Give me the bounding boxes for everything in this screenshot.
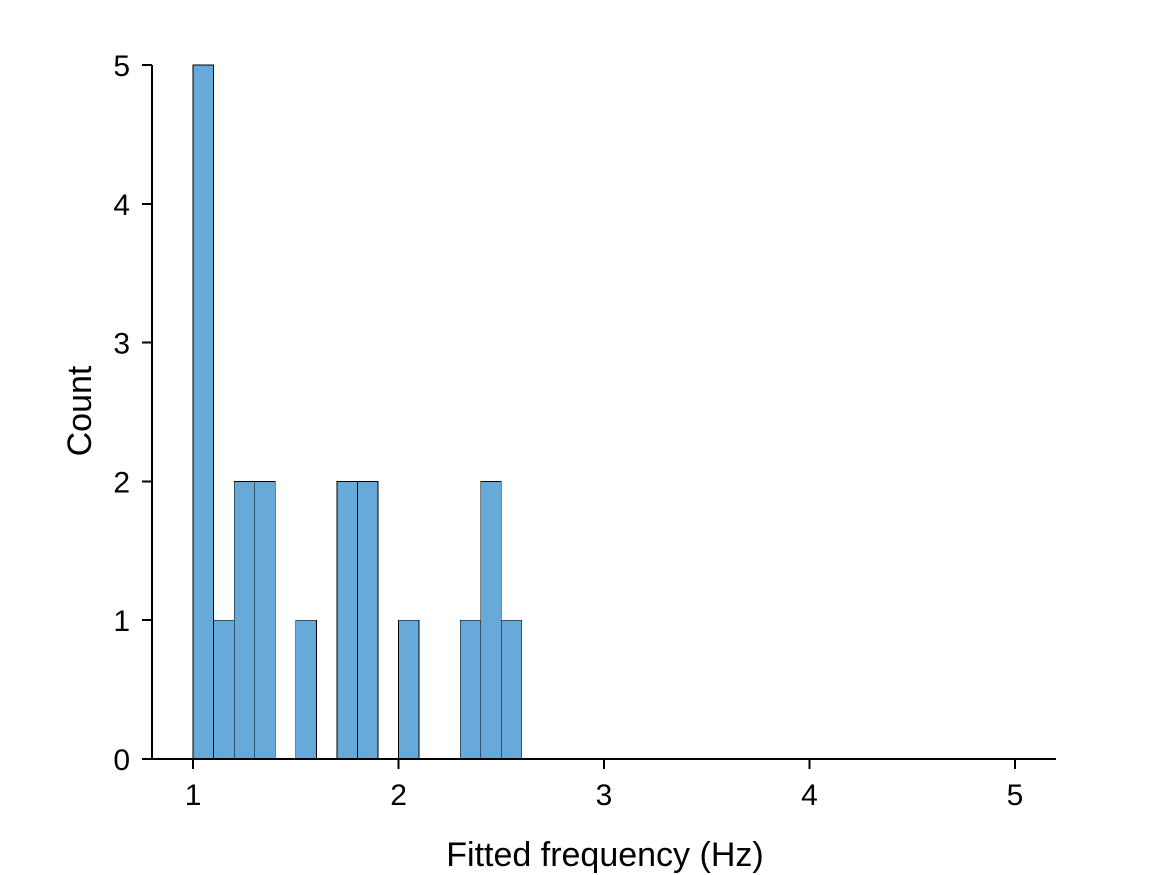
x-axis-title: Fitted frequency (Hz)	[446, 836, 763, 874]
histogram-bar	[398, 619, 420, 760]
histogram-bar	[500, 619, 523, 760]
x-tick-label: 4	[801, 779, 818, 812]
histogram-bar	[295, 619, 317, 760]
y-tick-label: 5	[113, 50, 130, 83]
y-tick-label: 2	[113, 466, 130, 499]
y-tick-label: 3	[113, 328, 130, 361]
x-tick-label: 1	[185, 779, 202, 812]
histogram-bar	[254, 480, 276, 760]
y-tick-label: 4	[113, 189, 130, 222]
histogram-bar	[357, 480, 379, 760]
histogram-bar	[336, 480, 358, 760]
y-tick-label: 1	[113, 605, 130, 638]
x-tick-label: 5	[1007, 779, 1024, 812]
y-axis-title: Count	[61, 365, 99, 456]
bars-layer	[192, 64, 523, 760]
histogram-bar	[459, 619, 482, 760]
histogram-bar	[213, 619, 235, 760]
x-ticks-layer: 1 2 3 4 5	[185, 759, 1024, 812]
x-tick-label: 2	[390, 779, 407, 812]
histogram-bar	[192, 64, 215, 760]
y-tick-label: 0	[113, 744, 130, 777]
x-tick-label: 3	[596, 779, 613, 812]
histogram-bar	[233, 480, 256, 760]
y-ticks-layer: 0 1 2 3 4 5	[113, 50, 152, 777]
histogram-bar	[480, 480, 502, 760]
